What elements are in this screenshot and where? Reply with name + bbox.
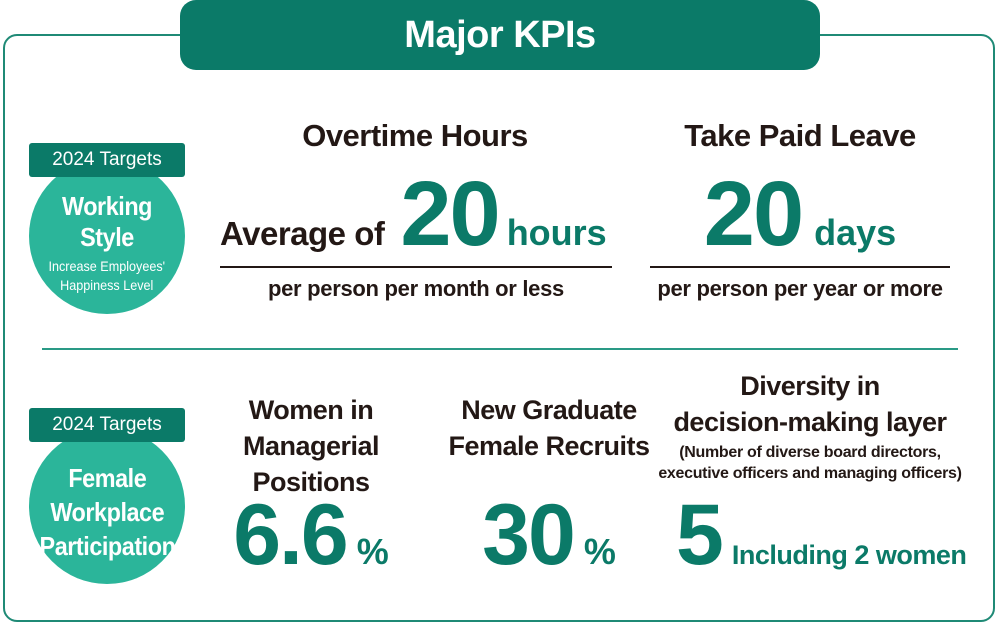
recruits-heading: New Graduate Female Recruits [438, 392, 660, 464]
diversity-note-line-2: executive officers and managing officers… [658, 465, 962, 482]
female-participation-line-1: Female [68, 463, 146, 493]
paid-leave-note: per person per year or more [657, 276, 943, 301]
diversity-note-line-1: (Number of diverse board directors, [679, 444, 941, 461]
paid-leave-value-row: 20 days [650, 168, 950, 260]
diversity-value: 5 [676, 487, 724, 583]
managerial-value: 6.6 [233, 487, 349, 583]
page-title: Major KPIs [180, 0, 820, 70]
recruits-unit: % [583, 531, 616, 572]
paid-leave-unit: days [814, 212, 897, 253]
overtime-note: per person per month or less [267, 276, 564, 301]
managerial-heading-line-1: Women in [248, 395, 374, 425]
recruits-value-row: 30 % [438, 492, 660, 578]
managerial-heading: Women in Managerial Positions [198, 392, 424, 500]
recruits-value: 30 [482, 487, 576, 583]
diversity-unit: Including 2 women [731, 540, 967, 570]
overtime-heading: Overtime Hours [302, 118, 528, 153]
paid-leave-heading: Take Paid Leave [684, 118, 916, 153]
managerial-heading-line-2: Managerial Positions [242, 431, 380, 497]
section-divider [42, 348, 958, 350]
working-style-circle: Working Style Increase Employees' Happin… [29, 158, 185, 314]
diversity-heading-line-1: Diversity in [740, 371, 880, 401]
female-participation-line-3: Participation [39, 531, 175, 561]
working-style-title: Working Style [61, 191, 153, 252]
female-participation-line-2: Workplace [50, 497, 164, 527]
managerial-value-row: 6.6 % [198, 492, 424, 578]
overtime-rule [220, 266, 612, 268]
targets-tag-working-style: 2024 Targets [29, 143, 185, 177]
overtime-unit: hours [506, 212, 607, 253]
recruits-heading-line-2: Female Recruits [448, 431, 650, 461]
diversity-heading: Diversity in decision-making layer [660, 368, 960, 440]
overtime-value-row: Average of 20 hours [220, 168, 612, 260]
diversity-heading-line-2: decision-making layer [673, 407, 947, 437]
working-style-sub-2: Happiness Level [60, 277, 154, 293]
paid-leave-value: 20 [703, 163, 804, 265]
recruits-heading-line-1: New Graduate [461, 395, 637, 425]
paid-leave-rule [650, 266, 950, 268]
female-participation-circle: Female Workplace Participation [29, 428, 185, 584]
working-style-sub-1: Increase Employees' [48, 258, 166, 274]
diversity-value-row: 5 Including 2 women [664, 487, 967, 583]
targets-tag-female-participation: 2024 Targets [29, 408, 185, 442]
managerial-unit: % [356, 531, 389, 572]
diversity-note: (Number of diverse board directors, exec… [650, 442, 970, 484]
overtime-value: 20 [400, 163, 500, 265]
overtime-prefix: Average of [220, 215, 385, 252]
